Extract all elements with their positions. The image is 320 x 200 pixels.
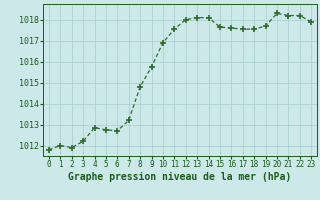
X-axis label: Graphe pression niveau de la mer (hPa): Graphe pression niveau de la mer (hPa) (68, 172, 292, 182)
